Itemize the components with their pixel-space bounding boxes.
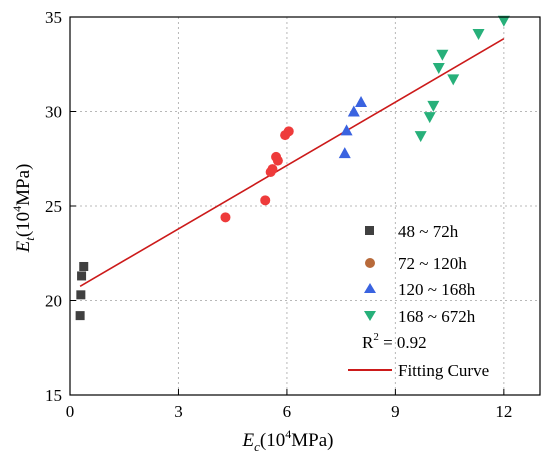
triangle-down-point xyxy=(427,100,440,112)
y-tick-label: 25 xyxy=(45,197,62,216)
triangle-down-point xyxy=(497,15,510,27)
legend-marker-120-168h xyxy=(364,283,376,293)
square-point xyxy=(75,311,85,321)
legend-marker-168-672h xyxy=(364,311,376,321)
circle-point xyxy=(272,155,283,166)
y-tick-labels: 15 20 25 30 35 xyxy=(45,8,62,405)
legend-marker-48-72h xyxy=(365,226,374,235)
legend-label-fitting-curve: Fitting Curve xyxy=(398,361,489,380)
square-point xyxy=(77,271,87,281)
y-tick-label: 35 xyxy=(45,8,62,27)
x-axis-title: Ec(104MPa) xyxy=(242,427,334,454)
grid-lines xyxy=(70,17,540,395)
triangle-down-point xyxy=(447,74,460,86)
r-squared-label: R2 = 0.92 xyxy=(362,331,427,352)
x-tick-label: 12 xyxy=(495,402,512,421)
triangle-down-point xyxy=(436,49,449,61)
triangle-up-point xyxy=(355,96,368,108)
legend: 48 ~ 72h 72 ~ 120h 120 ~ 168h 168 ~ 672h… xyxy=(348,222,489,380)
x-tick-label: 9 xyxy=(391,402,400,421)
x-tick-labels: 0 3 6 9 12 xyxy=(66,402,513,421)
fitting-curve-line xyxy=(79,38,505,288)
triangle-up-point xyxy=(338,147,351,159)
legend-label-120-168h: 120 ~ 168h xyxy=(398,280,476,299)
x-tick-label: 0 xyxy=(66,402,75,421)
legend-label-72-120h: 72 ~ 120h xyxy=(398,254,467,273)
legend-label-48-72h: 48 ~ 72h xyxy=(398,222,459,241)
triangle-up-point xyxy=(347,105,360,117)
circle-point xyxy=(260,195,271,206)
legend-label-168-672h: 168 ~ 672h xyxy=(398,307,476,326)
y-axis-title: Et(104MPa) xyxy=(10,164,37,254)
square-point xyxy=(76,290,86,300)
y-tick-label: 30 xyxy=(45,103,62,122)
circle-point xyxy=(283,126,294,137)
legend-marker-72-120h xyxy=(365,258,375,268)
triangle-down-point xyxy=(432,63,445,75)
y-tick-label: 20 xyxy=(45,292,62,311)
triangle-down-point xyxy=(423,112,436,124)
circle-point xyxy=(267,164,278,175)
triangle-down-point xyxy=(472,29,485,41)
x-tick-label: 3 xyxy=(174,402,183,421)
circle-point xyxy=(220,212,231,223)
data-points xyxy=(75,15,510,321)
fit-layer xyxy=(79,38,505,288)
square-point xyxy=(79,261,89,271)
y-tick-label: 15 xyxy=(45,386,62,405)
triangle-up-point xyxy=(340,124,353,136)
triangle-down-point xyxy=(414,131,427,143)
x-tick-label: 6 xyxy=(283,402,292,421)
axis-ticks xyxy=(69,16,505,396)
